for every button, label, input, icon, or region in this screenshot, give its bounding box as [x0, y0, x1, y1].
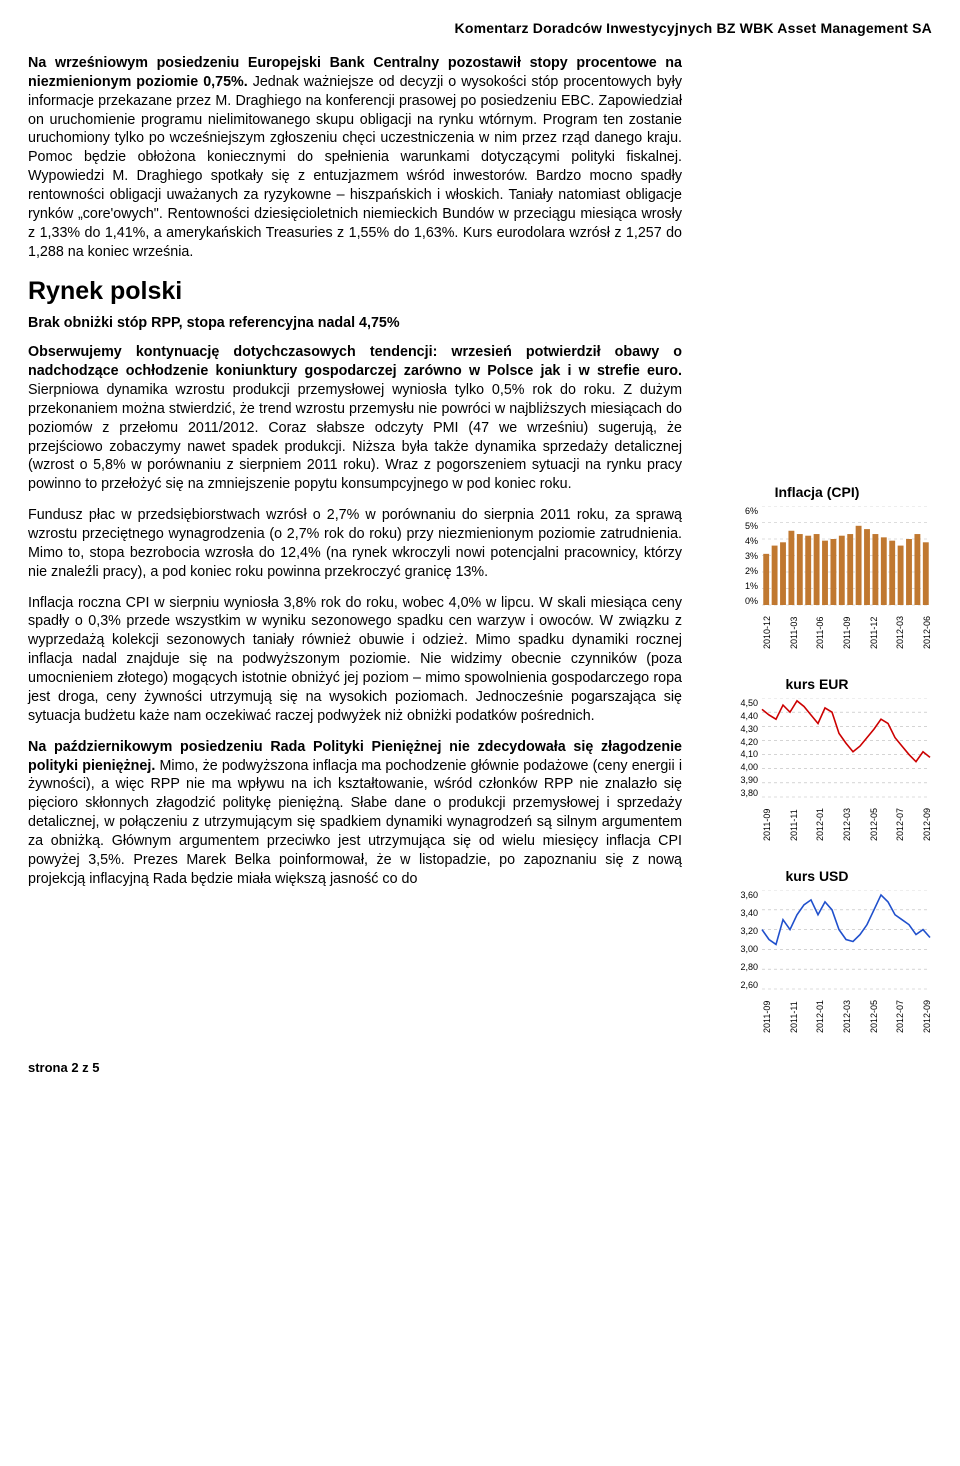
p2-bold: Obserwujemy kontynuację dotychczasowych … — [28, 344, 682, 379]
paragraph-4: Inflacja roczna CPI w sierpniu wyniosła … — [28, 594, 682, 726]
usd-chart: kurs USD 3,603,403,203,002,802,602011-09… — [702, 868, 932, 1010]
eur-chart-title: kurs EUR — [702, 676, 932, 692]
usd-chart-title: kurs USD — [702, 868, 932, 884]
paragraph-2: Obserwujemy kontynuację dotychczasowych … — [28, 343, 682, 494]
paragraph-5: Na październikowym posiedzeniu Rada Poli… — [28, 738, 682, 889]
section-heading: Rynek polski — [28, 275, 682, 308]
paragraph-1: Na wrześniowym posiedzeniu Europejski Ba… — [28, 54, 682, 261]
p2-rest: Sierpniowa dynamika wzrostu produkcji pr… — [28, 382, 682, 492]
page-footer: strona 2 z 5 — [28, 1060, 932, 1075]
sub-heading: Brak obniżki stóp RPP, stopa referencyjn… — [28, 314, 682, 333]
cpi-chart: Inflacja (CPI) 6%5%4%3%2%1%0%2010-122011… — [702, 484, 932, 626]
p1-rest: Jednak ważniejsze od decyzji o wysokości… — [28, 74, 682, 260]
eur-chart: kurs EUR 4,504,404,304,204,104,003,903,8… — [702, 676, 932, 818]
charts-column: Inflacja (CPI) 6%5%4%3%2%1%0%2010-122011… — [702, 54, 932, 1038]
paragraph-3: Fundusz płac w przedsiębiorstwach wzrósł… — [28, 506, 682, 581]
cpi-chart-title: Inflacja (CPI) — [702, 484, 932, 500]
p5-rest: Mimo, że podwyższona inflacja ma pochodz… — [28, 758, 682, 887]
page-header: Komentarz Doradców Inwestycyjnych BZ WBK… — [28, 20, 932, 36]
text-column: Na wrześniowym posiedzeniu Europejski Ba… — [28, 54, 682, 1038]
